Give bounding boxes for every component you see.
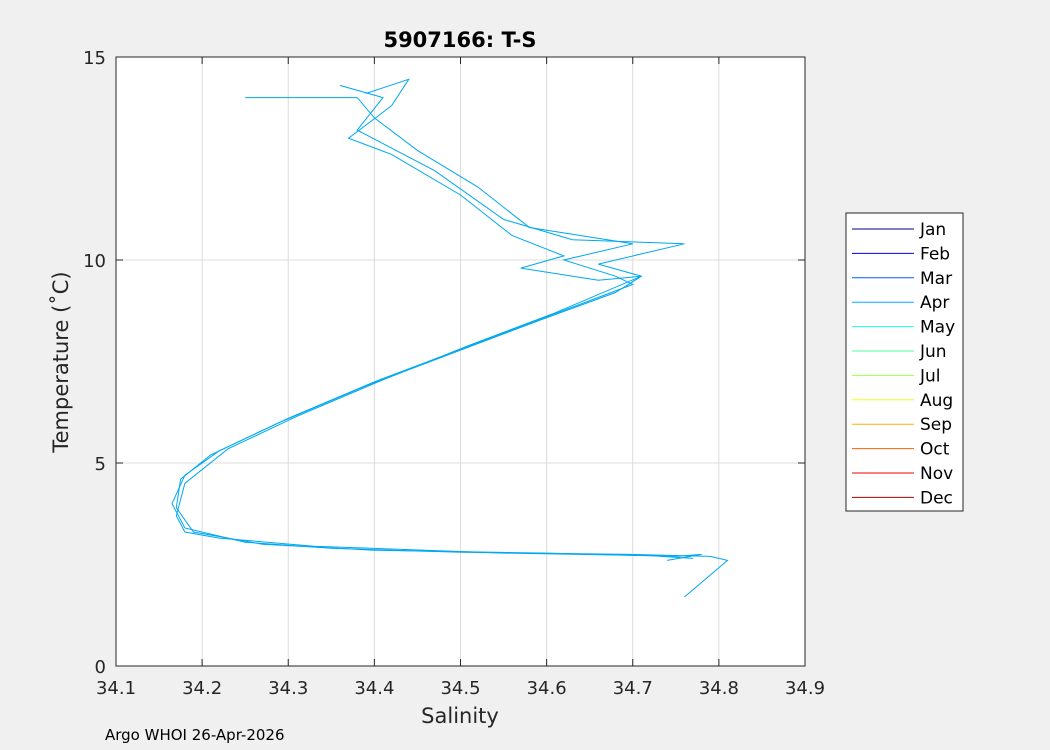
legend-label-feb: Feb: [920, 244, 950, 264]
x-tick-label: 34.9: [785, 678, 825, 699]
legend-label-jun: Jun: [919, 342, 947, 362]
legend-label-sep: Sep: [920, 415, 952, 435]
y-tick-label: 15: [83, 48, 106, 69]
chart-title: 5907166: T-S: [383, 28, 536, 52]
legend-label-dec: Dec: [920, 488, 953, 508]
x-tick-label: 34.7: [613, 678, 653, 699]
x-axis-label: Salinity: [421, 704, 499, 728]
y-axis-label: Temperature (˚C): [49, 271, 73, 453]
x-tick-label: 34.6: [527, 678, 567, 699]
legend-label-jul: Jul: [919, 366, 941, 386]
legend-label-mar: Mar: [920, 269, 952, 289]
x-tick-label: 34.4: [354, 678, 394, 699]
ts-profile-line: [171, 97, 729, 598]
legend-label-may: May: [920, 318, 955, 338]
legend-label-aug: Aug: [920, 391, 953, 411]
legend-label-apr: Apr: [920, 293, 949, 313]
x-tick-label: 34.8: [699, 678, 739, 699]
legend-label-oct: Oct: [920, 440, 950, 460]
y-tick-label: 0: [95, 657, 106, 678]
legend-box: [845, 212, 964, 512]
x-tick-label: 34.5: [440, 678, 480, 699]
y-tick-label: 5: [95, 454, 106, 475]
legend-label-jan: Jan: [919, 220, 946, 240]
y-tick-label: 10: [83, 251, 106, 272]
footer-text: Argo WHOI 26-Apr-2026: [105, 726, 285, 744]
legend-label-nov: Nov: [920, 464, 953, 484]
x-tick-label: 34.3: [268, 678, 308, 699]
x-tick-label: 34.1: [96, 678, 136, 699]
x-tick-label: 34.2: [182, 678, 222, 699]
legend: Jan Feb Mar Apr May Jun Jul Aug Sep Oct Nov Dec: [845, 212, 964, 512]
ts-profile-line: [175, 78, 694, 559]
